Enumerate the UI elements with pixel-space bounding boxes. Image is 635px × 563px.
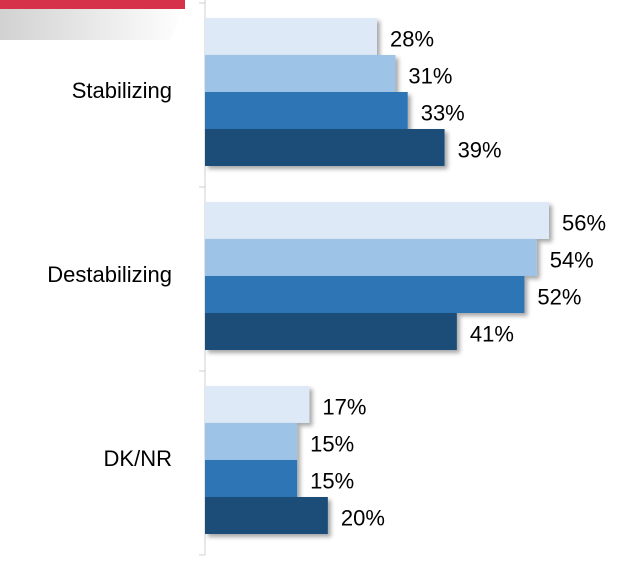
bar xyxy=(205,239,537,276)
data-label: 33% xyxy=(421,100,465,125)
category-label: Destabilizing xyxy=(47,262,172,287)
bar xyxy=(205,92,408,129)
bar xyxy=(205,202,549,239)
bar xyxy=(205,497,328,534)
bar xyxy=(205,313,457,350)
data-label: 17% xyxy=(322,394,366,419)
header-shadow xyxy=(0,8,185,40)
category-label: Stabilizing xyxy=(72,78,172,103)
category-label: DK/NR xyxy=(104,446,172,471)
data-label: 56% xyxy=(562,210,606,235)
bar xyxy=(205,460,298,497)
data-label: 41% xyxy=(470,321,514,346)
bar xyxy=(205,129,445,166)
data-label: 54% xyxy=(550,247,594,272)
data-label: 52% xyxy=(537,284,581,309)
data-label: 31% xyxy=(408,63,452,88)
bar xyxy=(205,18,377,55)
data-label: 39% xyxy=(458,137,502,162)
bar xyxy=(205,276,525,313)
bar xyxy=(205,423,298,460)
data-label: 20% xyxy=(341,505,385,530)
bar xyxy=(205,55,396,92)
data-label: 15% xyxy=(310,431,354,456)
header-accent xyxy=(0,0,185,9)
data-label: 28% xyxy=(390,26,434,51)
data-label: 15% xyxy=(310,468,354,493)
bar xyxy=(205,386,310,423)
